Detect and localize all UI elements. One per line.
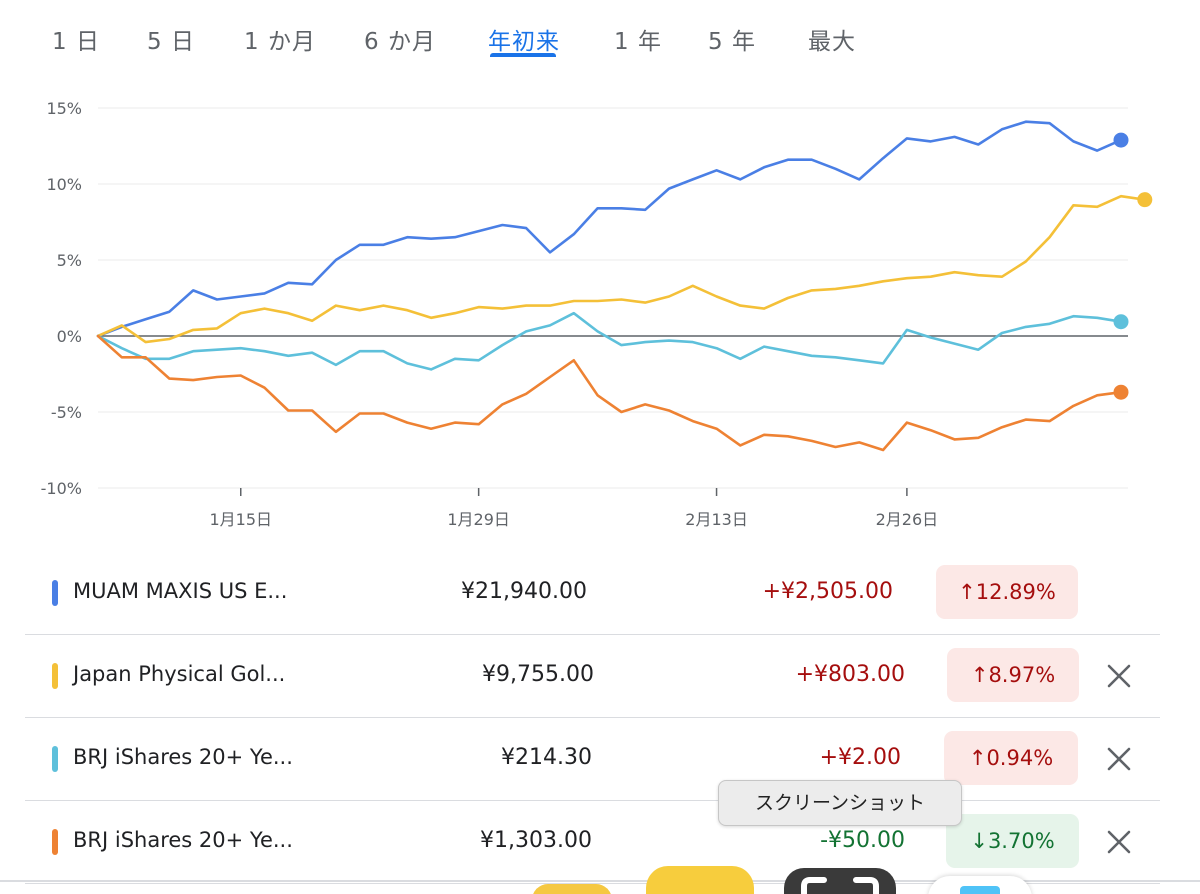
comparison-row[interactable]: MUAM MAXIS US E... ¥21,940.00 +¥2,505.00… xyxy=(25,552,1160,635)
series-end-point-2 xyxy=(1137,192,1153,208)
comparison-chart: 15% 10% 5% 0% -5% -10% 1月15日 1月29日 2月13日 2月26日 xyxy=(41,99,1153,529)
dock-app-icon[interactable] xyxy=(532,884,612,894)
x-axis-labels: 1月15日 1月29日 2月13日 2月26日 xyxy=(209,488,938,529)
price-change: +¥803.00 xyxy=(795,662,905,687)
y-tick-label: 0% xyxy=(57,327,82,346)
comparison-row[interactable]: BRJ iShares 20+ Ye... ¥214.30 +¥2.00 ↑0.… xyxy=(25,718,1160,801)
price-change: +¥2.00 xyxy=(819,745,901,770)
x-tick-label: 2月13日 xyxy=(685,510,748,529)
security-name: MUAM MAXIS US E... xyxy=(73,579,288,603)
active-tab-indicator xyxy=(490,53,556,57)
screenshot-icon[interactable] xyxy=(782,862,898,894)
tab-ytd[interactable]: 年初来 xyxy=(488,29,560,55)
y-tick-label: 10% xyxy=(46,175,82,194)
percent-change-badge: ↑0.94% xyxy=(944,731,1078,785)
tab-5-days[interactable]: 5 日 xyxy=(147,29,195,55)
series-line-3 xyxy=(96,311,1123,371)
arrow-up-icon: ↑ xyxy=(970,663,989,687)
series-line-1 xyxy=(96,120,1123,338)
range-tabs: 1 日 5 日 1 か月 6 か月 年初来 1 年 5 年 最大 xyxy=(0,0,1200,62)
security-price: ¥21,940.00 xyxy=(461,579,587,604)
security-price: ¥9,755.00 xyxy=(482,662,594,687)
security-price: ¥1,303.00 xyxy=(480,828,592,853)
tab-1-month[interactable]: 1 か月 xyxy=(244,29,316,55)
comparison-row[interactable]: Japan Physical Gol... ¥9,755.00 +¥803.00… xyxy=(25,635,1160,718)
percent-change: 12.89% xyxy=(975,580,1056,604)
y-tick-label: 15% xyxy=(46,99,82,118)
y-tick-label: -10% xyxy=(41,479,82,498)
series-color-swatch xyxy=(52,746,58,772)
close-icon[interactable] xyxy=(1105,745,1133,773)
percent-change-badge: ↑12.89% xyxy=(936,565,1078,619)
chart-grid xyxy=(98,107,1128,489)
close-icon[interactable] xyxy=(1105,828,1133,856)
security-price: ¥214.30 xyxy=(501,745,592,770)
series-color-swatch xyxy=(52,663,58,689)
tab-6-months[interactable]: 6 か月 xyxy=(364,29,436,55)
y-tick-label: -5% xyxy=(51,403,82,422)
dock-app-icon[interactable] xyxy=(646,866,754,894)
price-change: +¥2,505.00 xyxy=(762,579,893,604)
comparison-list: MUAM MAXIS US E... ¥21,940.00 +¥2,505.00… xyxy=(25,552,1160,884)
screenshot-tooltip: スクリーンショット xyxy=(718,780,962,826)
y-axis-labels: 15% 10% 5% 0% -5% -10% xyxy=(41,99,82,498)
percent-change-badge: ↑8.97% xyxy=(947,648,1079,702)
tab-max[interactable]: 最大 xyxy=(808,29,856,55)
security-name: BRJ iShares 20+ Ye... xyxy=(73,828,293,852)
series-line-4 xyxy=(96,334,1123,452)
series-line-2 xyxy=(96,194,1147,344)
series-color-swatch xyxy=(52,580,58,606)
security-name: Japan Physical Gol... xyxy=(73,662,286,686)
price-change: -¥50.00 xyxy=(820,828,905,853)
percent-change: 3.70% xyxy=(987,829,1055,853)
tab-1-day[interactable]: 1 日 xyxy=(52,29,100,55)
security-name: BRJ iShares 20+ Ye... xyxy=(73,745,293,769)
y-tick-label: 5% xyxy=(57,251,82,270)
tab-5-years[interactable]: 5 年 xyxy=(708,29,756,55)
x-tick-label: 1月29日 xyxy=(447,510,510,529)
x-tick-label: 2月26日 xyxy=(876,510,939,529)
x-tick-label: 1月15日 xyxy=(209,510,272,529)
dock-app-icon[interactable] xyxy=(928,876,1032,894)
percent-change: 8.97% xyxy=(988,663,1056,687)
series-end-point-3 xyxy=(1113,314,1129,330)
close-icon[interactable] xyxy=(1105,662,1133,690)
series-end-point-1 xyxy=(1113,132,1129,148)
chart-series xyxy=(96,120,1153,452)
arrow-up-icon: ↑ xyxy=(958,580,976,604)
percent-change-badge: ↓3.70% xyxy=(946,814,1079,868)
arrow-down-icon: ↓ xyxy=(970,829,988,853)
series-color-swatch xyxy=(52,829,58,855)
arrow-up-icon: ↑ xyxy=(968,746,987,770)
divider xyxy=(0,880,1200,882)
percent-change: 0.94% xyxy=(986,746,1054,770)
app-icon-glyph xyxy=(960,886,1000,894)
series-end-point-4 xyxy=(1113,384,1129,400)
comparison-row[interactable]: BRJ iShares 20+ Ye... ¥1,303.00 -¥50.00 … xyxy=(25,801,1160,884)
tab-1-year[interactable]: 1 年 xyxy=(614,29,662,55)
